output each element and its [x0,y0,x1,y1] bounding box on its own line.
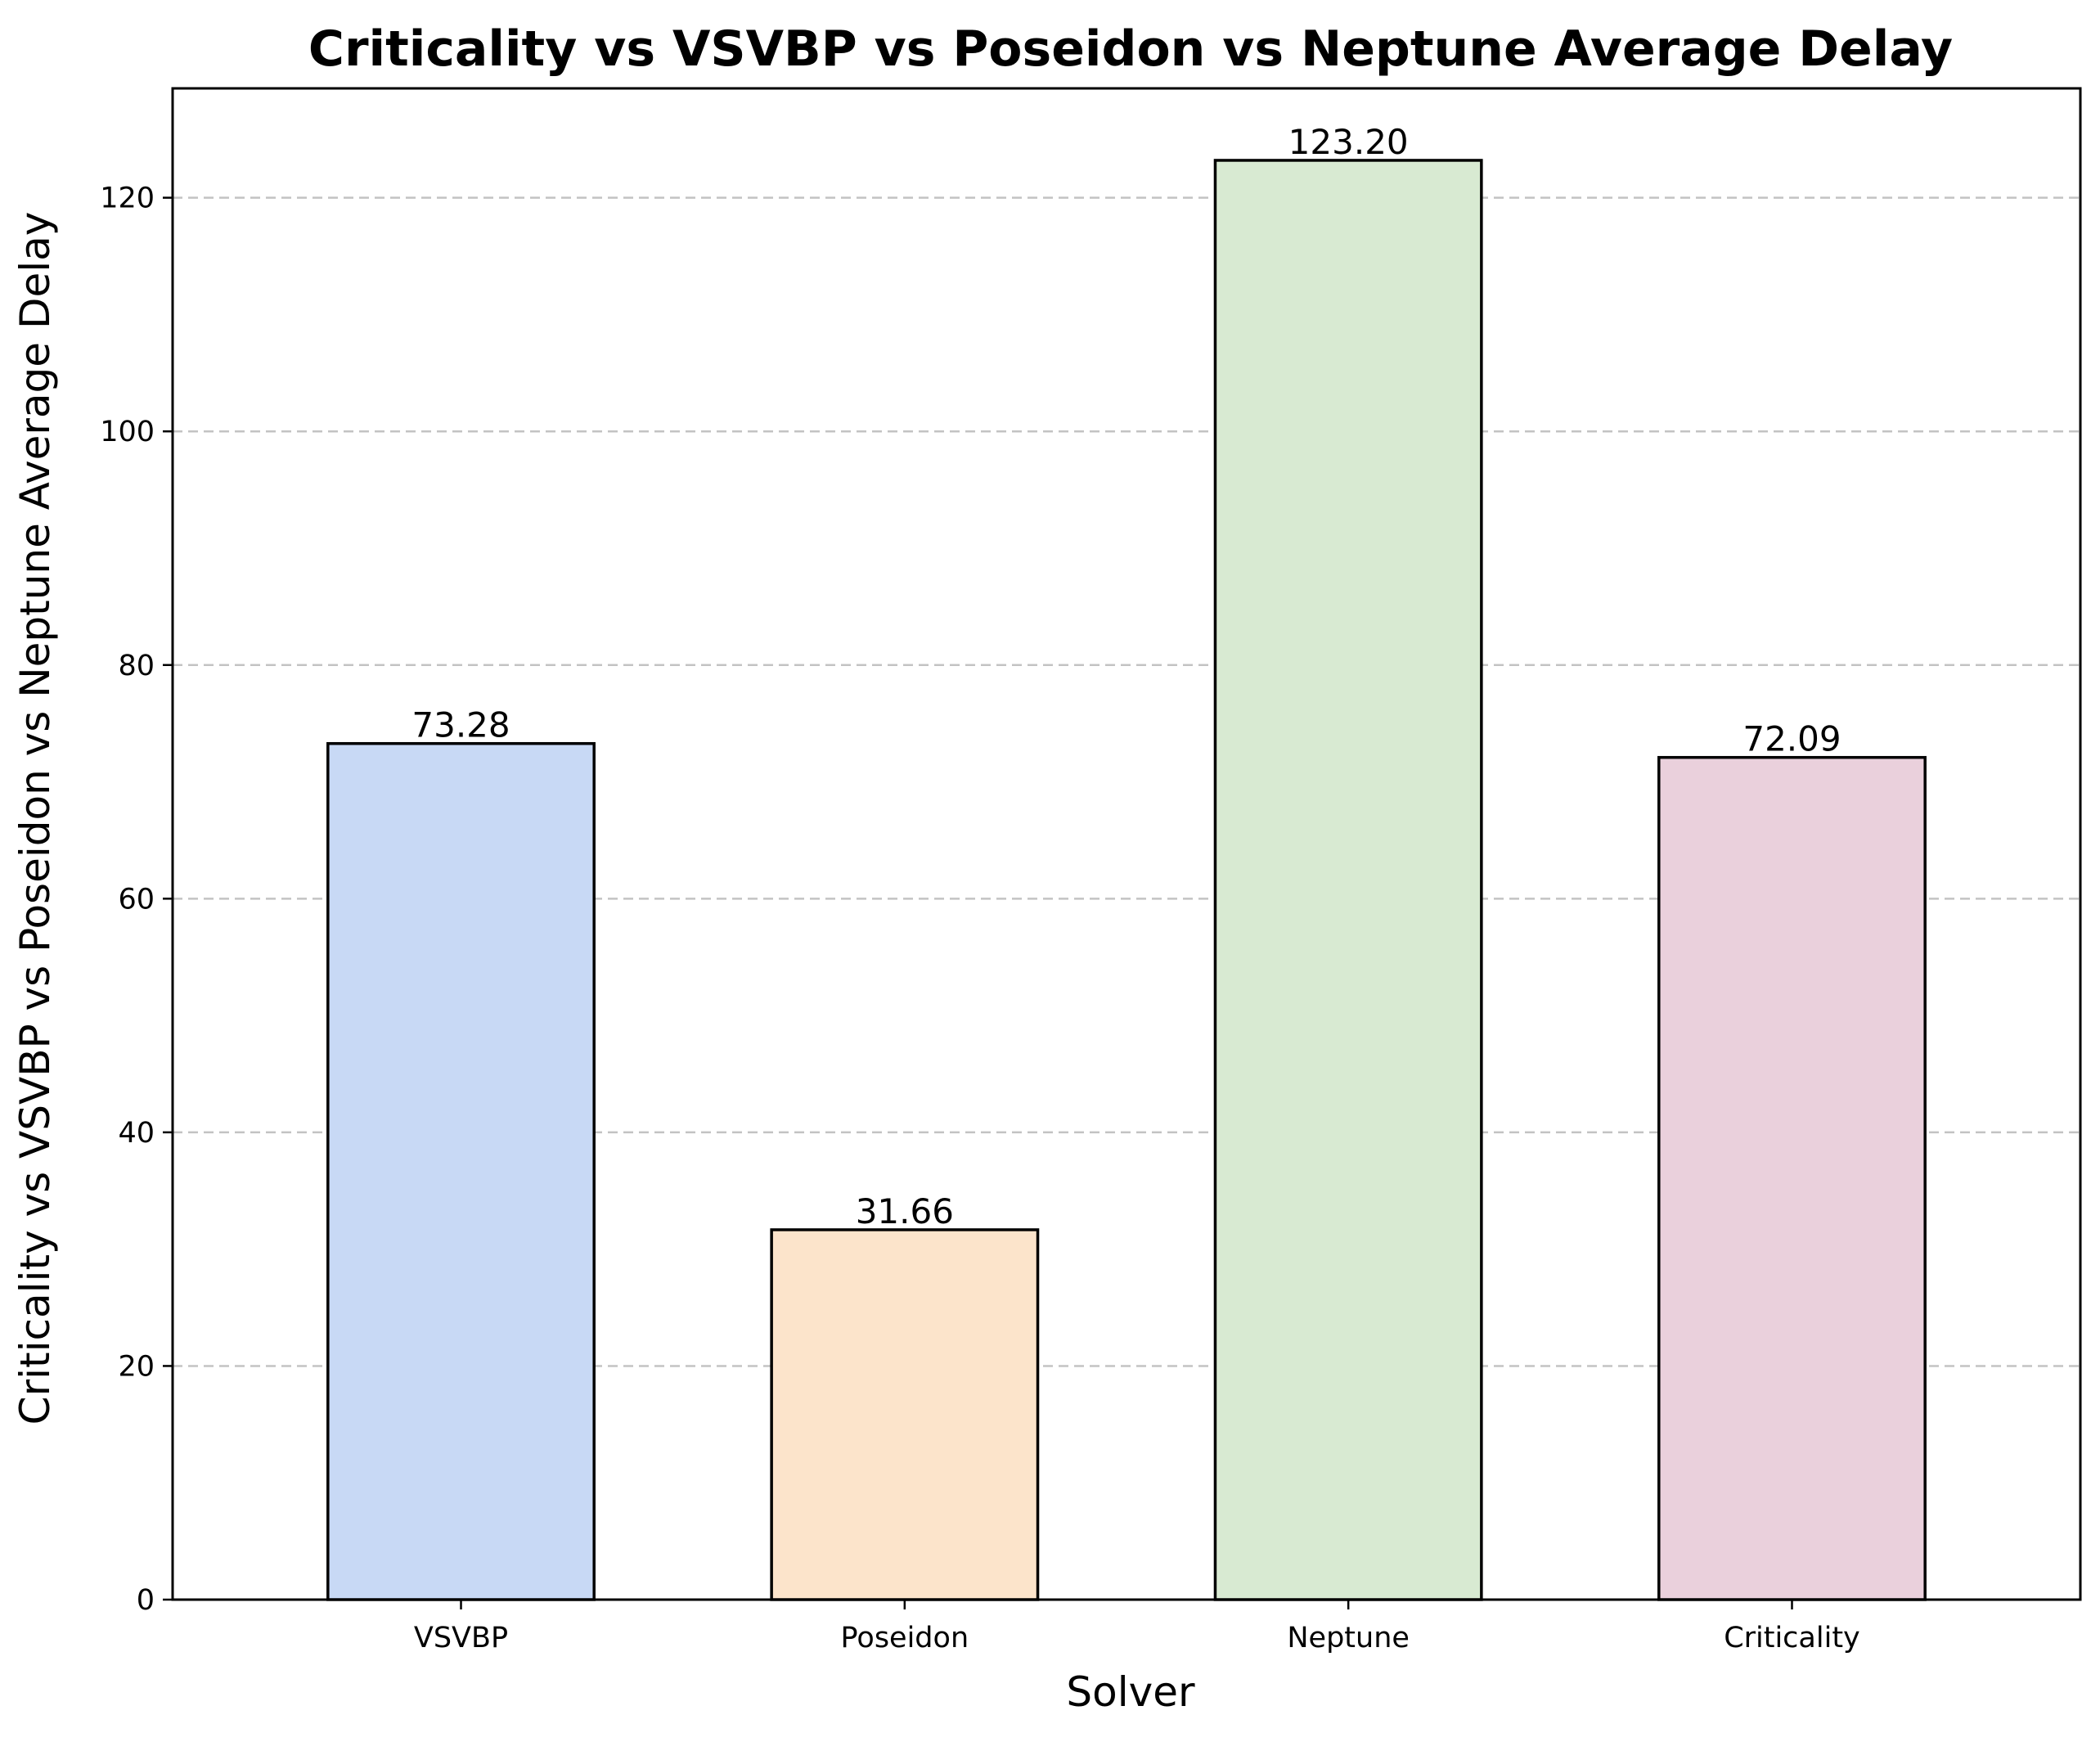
bar-neptune [1213,159,1483,1601]
bars [326,159,1927,1601]
y-tick-label: 0 [137,1584,155,1617]
chart-title: Criticality vs VSVBP vs Poseidon vs Nept… [308,20,1953,78]
x-tick-label-criticality: Criticality [1724,1622,1860,1654]
y-tick-label: 60 [118,883,155,916]
y-tick-label: 80 [118,650,155,682]
plot-frame [171,87,2082,1601]
y-axis-label: Criticality vs VSVBP vs Poseidon vs Nept… [11,212,59,1425]
x-tick-label-vsvbp: VSVBP [414,1622,508,1654]
y-tick-label: 40 [118,1117,155,1150]
value-label-poseidon: 31.66 [856,1191,954,1231]
value-label-neptune: 123.20 [1288,122,1409,162]
axis-ticks: 0 20 40 60 80 100 120 VSVBP Poseidon Neptune Criti… [100,182,1860,1654]
value-label-vsvbp: 73.28 [411,705,510,745]
x-axis-label: Solver [1066,1668,1195,1716]
bar-criticality [1657,755,1927,1601]
data-labels: 73.28 31.66 123.20 72.09 [411,122,1841,1231]
x-tick-label-poseidon: Poseidon [841,1622,969,1654]
y-tick-label: 120 [100,182,155,215]
bar-poseidon [770,1228,1040,1601]
y-tick-label: 100 [100,416,155,448]
bar-vsvbp [326,741,596,1601]
value-label-criticality: 72.09 [1743,719,1841,759]
y-tick-label: 20 [118,1350,155,1383]
x-tick-label-neptune: Neptune [1287,1622,1410,1654]
